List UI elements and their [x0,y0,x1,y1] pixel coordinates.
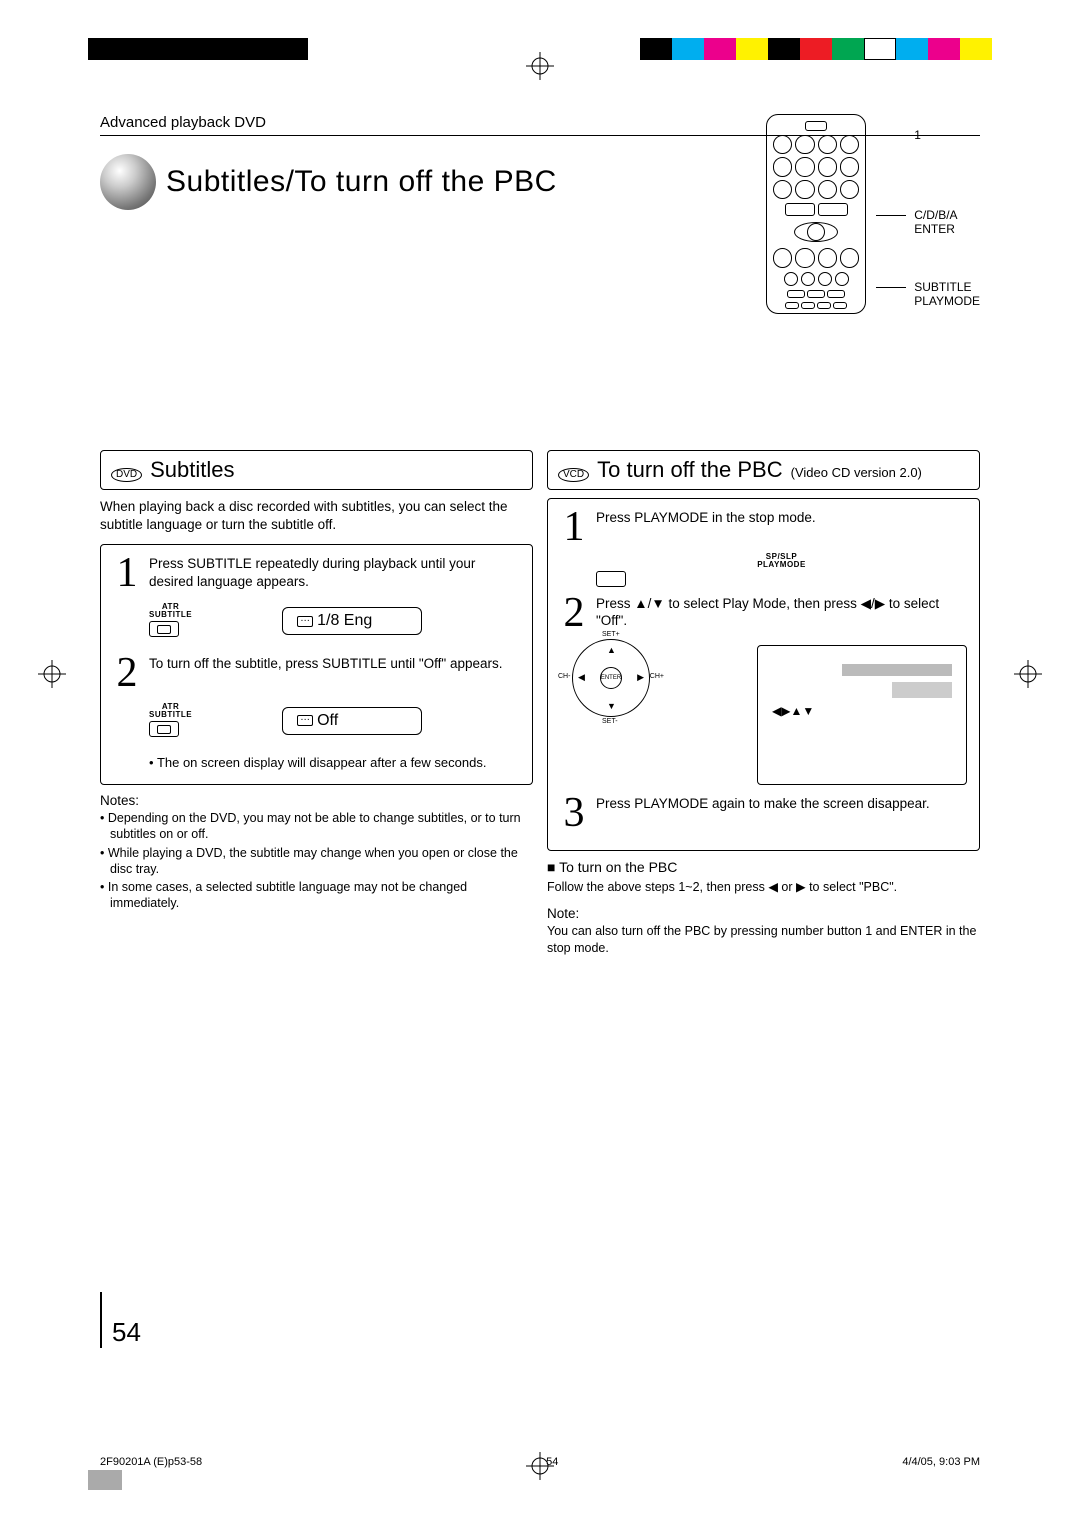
remote-labels: 1 C/D/B/A ENTER SUBTITLE PLAYMODE [876,114,980,314]
remote-diagram: 1 C/D/B/A ENTER SUBTITLE PLAYMODE [766,114,980,314]
pbc-step-2-num: 2 [560,595,588,633]
step-1-text: Press SUBTITLE repeatedly during playbac… [149,555,520,593]
registration-mark-top [526,52,554,80]
notes-label: Notes: [100,793,533,808]
subtitle-osd-icon-2 [297,715,313,726]
subtitle-bullet-1: The on screen display will disappear aft… [149,755,520,770]
page-title: Subtitles/To turn off the PBC [166,165,557,199]
pbc-steps-box: 1 Press PLAYMODE in the stop mode. SP/SL… [547,498,980,851]
section-header-pbc: VCD To turn off the PBC (Video CD versio… [547,450,980,490]
pbc-step-1-text: Press PLAYMODE in the stop mode. [596,509,967,547]
section-header-subtitles: DVD Subtitles [100,450,533,490]
footer: 2F90201A (E)p53-58 54 4/4/05, 9:03 PM [100,1456,980,1468]
subtitles-steps-box: 1 Press SUBTITLE repeatedly during playb… [100,544,533,785]
footer-right: 4/4/05, 9:03 PM [902,1456,980,1468]
pbc-step-3-num: 3 [560,795,588,833]
turn-on-pbc-heading: To turn on the PBC [547,859,980,875]
remote-label-1: 1 [914,126,921,144]
registration-mark-right [1014,660,1042,688]
step-number-1: 1 [113,555,141,593]
note-2: While playing a DVD, the subtitle may ch… [100,845,533,878]
dvd-badge-icon: DVD [111,468,142,482]
pbc-note-1: You can also turn off the PBC by pressin… [547,923,980,957]
section-title-subtitles: Subtitles [150,457,234,483]
section-title-pbc: To turn off the PBC [597,457,782,483]
remote-outline [766,114,866,314]
footer-left: 2F90201A (E)p53-58 [100,1456,202,1468]
registration-mark-left [38,660,66,688]
footer-center: 54 [546,1456,558,1468]
pbc-step-2-text: Press ▲/▼ to select Play Mode, then pres… [596,595,967,633]
section-subtitle-pbc: (Video CD version 2.0) [791,465,922,480]
playmode-button-icon: SP/SLP PLAYMODE [596,553,967,587]
subtitle-osd-icon [297,616,313,627]
gray-corner-bar [88,1470,122,1490]
note-3: In some cases, a selected subtitle langu… [100,879,533,912]
remote-label-playmode: PLAYMODE [914,292,980,310]
page-number: 54 [100,1292,141,1348]
vcd-badge-icon: VCD [558,468,589,482]
osd-display-2: Off [282,707,422,735]
step-number-2: 2 [113,655,141,693]
remote-label-enter: ENTER [914,220,955,238]
pbc-note-label: Note: [547,906,980,921]
subtitle-button-icon-2: ATR SUBTITLE [149,703,192,737]
pbc-step-3-text: Press PLAYMODE again to make the screen … [596,795,967,833]
turn-on-pbc-text: Follow the above steps 1~2, then press ◀… [547,879,980,896]
subtitle-button-icon: ATR SUBTITLE [149,603,192,637]
note-1: Depending on the DVD, you may not be abl… [100,810,533,843]
step-2-text: To turn off the subtitle, press SUBTITLE… [149,655,520,693]
black-bar [88,38,308,60]
pbc-step-1-num: 1 [560,509,588,547]
osd-arrows-icon: ◀▶▲▼ [772,704,814,718]
osd-display-1: 1/8 Eng [282,607,422,635]
color-bars [640,38,992,60]
dpad-diagram: ENTER SET+ SET- CH- CH+ ▲ ▼ ◀ ▶ [572,639,650,717]
title-sphere-icon [100,154,156,210]
subtitles-intro: When playing back a disc recorded with s… [100,498,533,534]
osd-screen-diagram: ◀▶▲▼ [757,645,967,785]
